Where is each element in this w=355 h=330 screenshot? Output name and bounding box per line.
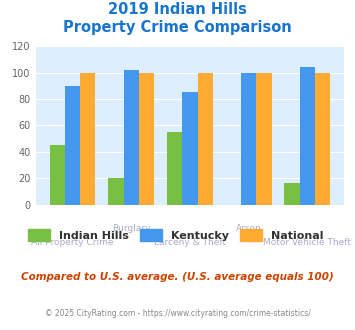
Text: Property Crime Comparison: Property Crime Comparison bbox=[63, 20, 292, 35]
Bar bbox=[167, 132, 182, 205]
Legend: Indian Hills, Kentucky, National: Indian Hills, Kentucky, National bbox=[23, 225, 328, 245]
Bar bbox=[241, 73, 256, 205]
Bar bbox=[124, 70, 139, 205]
Text: 2019 Indian Hills: 2019 Indian Hills bbox=[108, 2, 247, 16]
Bar bbox=[139, 73, 154, 205]
Text: © 2025 CityRating.com - https://www.cityrating.com/crime-statistics/: © 2025 CityRating.com - https://www.city… bbox=[45, 309, 310, 317]
Text: Motor Vehicle Theft: Motor Vehicle Theft bbox=[263, 238, 351, 247]
Bar bbox=[80, 73, 95, 205]
Bar bbox=[284, 183, 300, 205]
Text: Larceny & Theft: Larceny & Theft bbox=[154, 238, 226, 247]
Text: Arson: Arson bbox=[236, 224, 262, 233]
Bar bbox=[300, 67, 315, 205]
Bar bbox=[256, 73, 272, 205]
Bar bbox=[65, 86, 80, 205]
Bar bbox=[50, 145, 65, 205]
Bar bbox=[182, 92, 198, 205]
Bar bbox=[315, 73, 330, 205]
Bar bbox=[198, 73, 213, 205]
Text: Compared to U.S. average. (U.S. average equals 100): Compared to U.S. average. (U.S. average … bbox=[21, 272, 334, 282]
Text: All Property Crime: All Property Crime bbox=[31, 238, 114, 247]
Bar bbox=[108, 178, 124, 205]
Text: Burglary: Burglary bbox=[112, 224, 151, 233]
